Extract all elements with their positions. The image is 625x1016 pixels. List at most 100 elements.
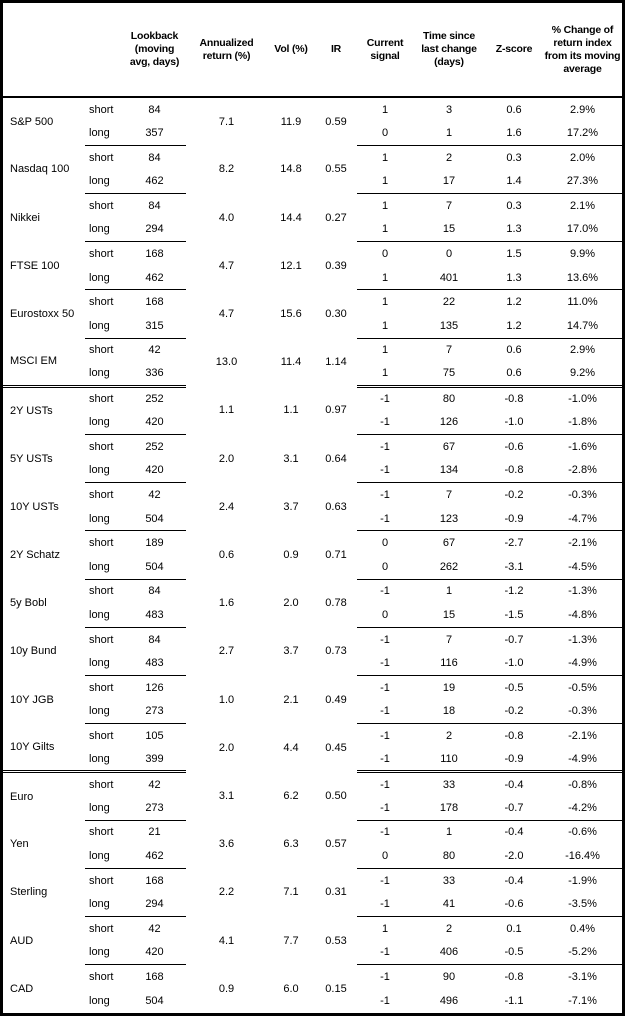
table-row: MSCI EM short 42 13.0 11.4 1.14 1 7 0.6 2.9% <box>3 338 622 388</box>
cell-ir: 0.53 <box>325 934 347 947</box>
cell-vol: 2.0 <box>283 597 299 610</box>
cell-lookback: 336 <box>123 362 186 388</box>
cell-current-signal: 0 <box>357 554 413 580</box>
cell-current-signal: 1 <box>381 151 389 164</box>
cell-vol: 6.2 <box>283 789 299 802</box>
leg-label: long <box>85 795 123 821</box>
leg-label: long <box>85 506 123 532</box>
cell-ir: 0.31 <box>325 886 347 899</box>
cell-lookback: 315 <box>123 313 186 339</box>
cell-lookback: 273 <box>123 699 186 725</box>
asset-group: Euro short 42 3.1 6.2 0.50 -1 33 -0.4 -0.8% long 27… <box>3 772 622 821</box>
cell-current-signal: 1 <box>381 296 389 309</box>
cell-pct-change: 11.0% <box>567 296 598 309</box>
cell-lookback: 189 <box>145 537 164 550</box>
cell-vol: 7.1 <box>283 886 299 899</box>
leg-label: short <box>89 970 114 983</box>
cell-lookback: 84 <box>148 199 161 212</box>
asset-name: 2Y Schatz <box>10 548 60 561</box>
cell-current-signal: -1 <box>357 699 413 725</box>
cell-time-since-change: 19 <box>442 681 456 694</box>
table-row: long 273 -1 18 -0.2 -0.3% <box>3 699 622 725</box>
cell-lookback: 105 <box>145 729 164 742</box>
table-row: Nikkei short 84 4.0 14.4 0.27 1 7 0.3 2.1% <box>3 193 622 224</box>
table-row: long 504 -1 123 -0.9 -4.7% <box>3 506 622 532</box>
cell-current-signal: 1 <box>381 922 389 935</box>
cell-zscore: -0.5 <box>504 681 524 694</box>
cell-time-since-change: 3 <box>445 103 453 116</box>
cell-pct-change: 9.9% <box>569 247 596 260</box>
leg-label: long <box>85 747 123 774</box>
cell-current-signal: -1 <box>380 681 390 694</box>
cell-zscore: 1.3 <box>485 217 543 243</box>
cell-lookback: 168 <box>145 970 164 983</box>
leg-label: long <box>85 121 123 146</box>
cell-lookback: 294 <box>123 217 186 243</box>
cell-lookback: 399 <box>123 747 186 774</box>
cell-lookback: 483 <box>123 651 186 676</box>
cell-pct-change: -16.4% <box>543 844 622 869</box>
cell-pct-change: -7.1% <box>568 994 597 1007</box>
cell-current-signal: -1 <box>380 488 390 501</box>
cell-ir: 0.97 <box>325 404 347 417</box>
cell-current-signal: 1 <box>357 265 413 291</box>
table-row: 2Y Schatz short 189 0.6 0.9 0.71 0 67 -2.7 -2.1% <box>3 531 622 561</box>
table-row: long 483 0 15 -1.5 -4.8% <box>3 603 622 628</box>
cell-time-since-change: 123 <box>413 506 485 532</box>
cell-time-since-change: 67 <box>442 440 456 453</box>
cell-pct-change: -1.3% <box>568 585 597 598</box>
asset-group: MSCI EM short 42 13.0 11.4 1.14 1 7 0.6 2.9% long 3… <box>3 338 622 388</box>
cell-pct-change: -0.3% <box>568 488 597 501</box>
leg-label: short <box>89 199 114 212</box>
cell-time-since-change: 134 <box>413 458 485 484</box>
cell-lookback: 420 <box>123 940 186 966</box>
cell-pct-change: -3.1% <box>568 970 597 983</box>
cell-zscore: -0.4 <box>504 826 524 839</box>
table-row: long 399 -1 110 -0.9 -4.9% <box>3 747 622 774</box>
cell-vol: 15.6 <box>280 307 302 320</box>
cell-annualized-return: 2.4 <box>218 500 235 513</box>
cell-current-signal: -1 <box>380 585 390 598</box>
cell-pct-change: -2.8% <box>543 458 622 484</box>
leg-label: long <box>85 313 123 339</box>
cell-pct-change: -0.8% <box>568 778 597 791</box>
cell-annualized-return: 4.0 <box>218 211 235 224</box>
cell-lookback: 462 <box>123 265 186 291</box>
cell-annualized-return: 2.0 <box>218 741 235 754</box>
cell-pct-change: -4.9% <box>543 651 622 676</box>
cell-current-signal: -1 <box>380 393 390 406</box>
col-header-ir: IR <box>315 3 357 98</box>
cell-time-since-change: 116 <box>413 651 485 676</box>
cell-annualized-return: 3.1 <box>218 789 235 802</box>
cell-zscore: -0.4 <box>504 778 524 791</box>
cell-pct-change: -0.5% <box>568 681 597 694</box>
table-row: long 315 1 135 1.2 14.7% <box>3 313 622 339</box>
leg-label: long <box>85 603 123 628</box>
table-row: long 420 -1 126 -1.0 -1.8% <box>3 410 622 435</box>
leg-label: short <box>89 296 114 309</box>
asset-name: Sterling <box>10 886 48 899</box>
table-row: 10Y JGB short 126 1.0 2.1 0.49 -1 19 -0.5 -0.5% <box>3 675 622 706</box>
cell-time-since-change: 7 <box>445 633 453 646</box>
asset-group: 5Y USTs short 252 2.0 3.1 0.64 -1 67 -0.6 -1.6% lo… <box>3 434 622 484</box>
cell-current-signal: 1 <box>381 103 389 116</box>
cell-time-since-change: 18 <box>413 699 485 725</box>
cell-current-signal: -1 <box>380 778 390 791</box>
cell-pct-change: -1.9% <box>568 874 597 887</box>
cell-vol: 11.4 <box>280 356 302 369</box>
asset-group: 10y Bund short 84 2.7 3.7 0.73 -1 7 -0.7 -1.3% lon… <box>3 627 622 676</box>
cell-current-signal: 0 <box>381 537 389 550</box>
asset-group: 5y Bobl short 84 1.6 2.0 0.78 -1 1 -1.2 -1.3% long… <box>3 579 622 628</box>
cell-annualized-return: 2.0 <box>218 452 235 465</box>
leg-label: long <box>85 554 123 580</box>
col-header-lookback: Lookback (moving avg, days) <box>123 3 186 98</box>
cell-zscore: -1.2 <box>504 585 524 598</box>
asset-group: AUD short 42 4.1 7.7 0.53 1 2 0.1 0.4% long 420 -1 40… <box>3 916 622 966</box>
leg-label: long <box>85 362 123 388</box>
cell-pct-change: -0.6% <box>568 826 597 839</box>
cell-time-since-change: 2 <box>445 729 453 742</box>
cell-vol: 0.9 <box>283 548 299 561</box>
leg-label: short <box>89 537 114 550</box>
table-row: Nasdaq 100 short 84 8.2 14.8 0.55 1 2 0.3 2.0% <box>3 145 622 176</box>
cell-zscore: -0.2 <box>504 488 524 501</box>
